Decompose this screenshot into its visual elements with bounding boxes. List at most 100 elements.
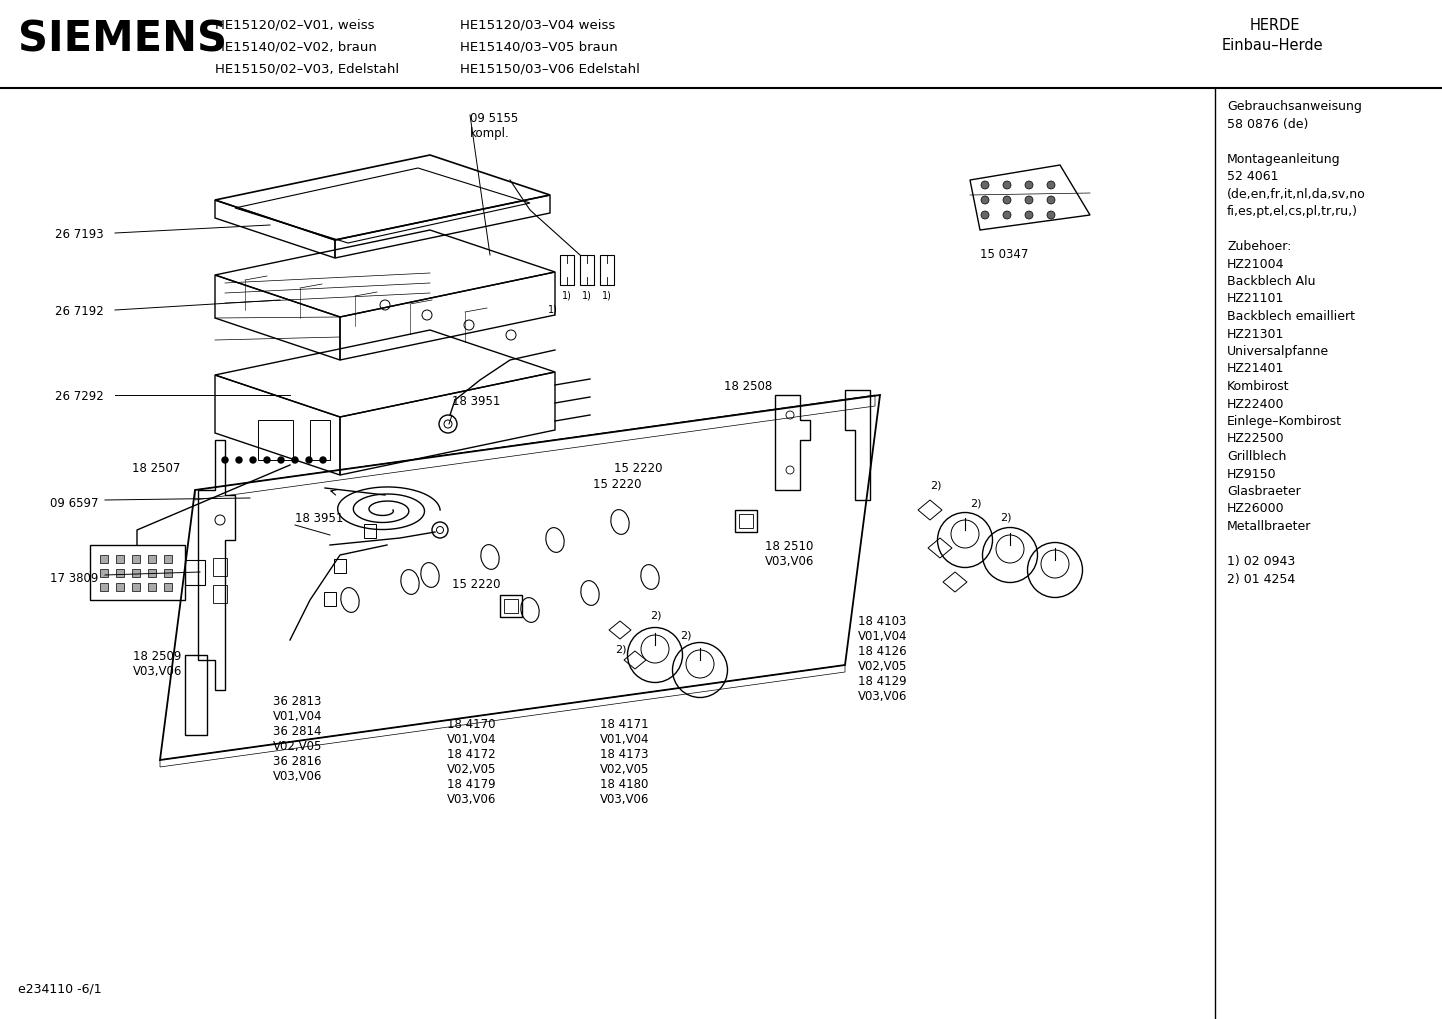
Text: 15 2220: 15 2220 [451,578,500,591]
Text: Backblech Alu: Backblech Alu [1227,275,1315,288]
Text: 1): 1) [562,290,572,300]
Circle shape [1025,211,1032,219]
Circle shape [981,181,989,189]
Text: HZ22400: HZ22400 [1227,397,1285,411]
Text: 18 4170
V01,V04
18 4172
V02,V05
18 4179
V03,V06: 18 4170 V01,V04 18 4172 V02,V05 18 4179 … [447,718,496,806]
Circle shape [1047,196,1056,204]
Circle shape [1004,196,1011,204]
Bar [559,255,574,285]
Circle shape [1025,196,1032,204]
Bar [149,555,156,564]
Text: 18 4171
V01,V04
18 4173
V02,V05
18 4180
V03,V06: 18 4171 V01,V04 18 4173 V02,V05 18 4180 … [600,718,649,806]
Bar [735,510,757,532]
Text: 2): 2) [999,512,1011,522]
Circle shape [1047,181,1056,189]
Text: e234110 -6/1: e234110 -6/1 [17,982,101,995]
Text: Universalpfanne: Universalpfanne [1227,345,1330,358]
Text: 15 0347: 15 0347 [981,248,1028,261]
Text: 18 2509
V03,V06: 18 2509 V03,V06 [133,650,182,678]
Text: 1): 1) [583,290,591,300]
Text: 26 7192: 26 7192 [55,305,104,318]
Bar [99,583,108,591]
Circle shape [981,196,989,204]
Text: HE15150/02–V03, Edelstahl: HE15150/02–V03, Edelstahl [215,62,399,75]
Text: 17 3809: 17 3809 [50,572,98,585]
Text: Montageanleitung: Montageanleitung [1227,153,1341,165]
Text: 1) 02 0943: 1) 02 0943 [1227,555,1295,568]
Bar [580,255,594,285]
Text: 2): 2) [650,610,662,620]
Bar [115,569,124,577]
Bar [164,583,172,591]
Bar [213,558,226,576]
Text: HE15120/03–V04 weiss: HE15120/03–V04 weiss [460,18,616,31]
Text: HZ21301: HZ21301 [1227,327,1285,340]
Text: Grillblech: Grillblech [1227,450,1286,463]
Bar [500,595,522,616]
Text: Kombirost: Kombirost [1227,380,1289,393]
Text: HERDE: HERDE [1250,18,1301,33]
Text: HE15120/02–V01, weiss: HE15120/02–V01, weiss [215,18,375,31]
Circle shape [291,457,298,463]
Text: 18 3951: 18 3951 [296,512,343,525]
Text: 18 3951: 18 3951 [451,395,500,408]
Text: fi,es,pt,el,cs,pl,tr,ru,): fi,es,pt,el,cs,pl,tr,ru,) [1227,205,1358,218]
Circle shape [249,457,257,463]
Bar [185,560,205,585]
Text: HE15150/03–V06 Edelstahl: HE15150/03–V06 Edelstahl [460,62,640,75]
Text: Einlege–Kombirost: Einlege–Kombirost [1227,415,1343,428]
Bar [335,559,346,573]
Bar [149,583,156,591]
Text: 2): 2) [930,480,942,490]
Text: HZ22500: HZ22500 [1227,432,1285,445]
Text: HE15140/02–V02, braun: HE15140/02–V02, braun [215,40,376,53]
Bar [258,420,293,460]
Text: HZ21101: HZ21101 [1227,292,1285,306]
Bar [133,555,140,564]
Bar [89,545,185,600]
Text: 15 2220: 15 2220 [593,478,642,491]
Text: 58 0876 (de): 58 0876 (de) [1227,117,1308,130]
Circle shape [222,457,228,463]
Circle shape [981,211,989,219]
Text: 2): 2) [614,645,626,655]
Bar [213,585,226,603]
Text: HZ9150: HZ9150 [1227,468,1276,481]
Bar [505,599,518,613]
Bar [310,420,330,460]
Text: 09 5155
kompl.: 09 5155 kompl. [470,112,518,140]
Circle shape [1004,211,1011,219]
Text: 18 4103
V01,V04
18 4126
V02,V05
18 4129
V03,V06: 18 4103 V01,V04 18 4126 V02,V05 18 4129 … [858,615,907,703]
Text: HZ21004: HZ21004 [1227,258,1285,270]
Text: Metallbraeter: Metallbraeter [1227,520,1311,533]
Text: 18 2507: 18 2507 [133,462,180,475]
Text: 1): 1) [601,290,611,300]
Bar [99,569,108,577]
Text: 18 2510
V03,V06: 18 2510 V03,V06 [766,540,815,568]
Text: 2): 2) [681,630,692,640]
Text: Gebrauchsanweisung: Gebrauchsanweisung [1227,100,1361,113]
Text: Backblech emailliert: Backblech emailliert [1227,310,1355,323]
Text: 36 2813
V01,V04
36 2814
V02,V05
36 2816
V03,V06: 36 2813 V01,V04 36 2814 V02,V05 36 2816 … [273,695,323,783]
Text: Zubehoer:: Zubehoer: [1227,240,1292,253]
Text: 1): 1) [548,305,558,315]
Bar [115,583,124,591]
Text: Glasbraeter: Glasbraeter [1227,485,1301,498]
Text: HZ26000: HZ26000 [1227,502,1285,516]
Bar [164,555,172,564]
Bar [324,592,336,606]
Text: 26 7292: 26 7292 [55,390,104,403]
Bar [600,255,614,285]
Circle shape [278,457,284,463]
Bar [738,514,753,528]
Text: 26 7193: 26 7193 [55,228,104,242]
Text: HE15140/03–V05 braun: HE15140/03–V05 braun [460,40,617,53]
Bar [149,569,156,577]
Text: 2): 2) [970,498,982,508]
Circle shape [320,457,326,463]
Text: 52 4061: 52 4061 [1227,170,1279,183]
Circle shape [264,457,270,463]
Text: 09 6597: 09 6597 [50,497,98,510]
Circle shape [1004,181,1011,189]
Text: 15 2220: 15 2220 [614,462,662,475]
